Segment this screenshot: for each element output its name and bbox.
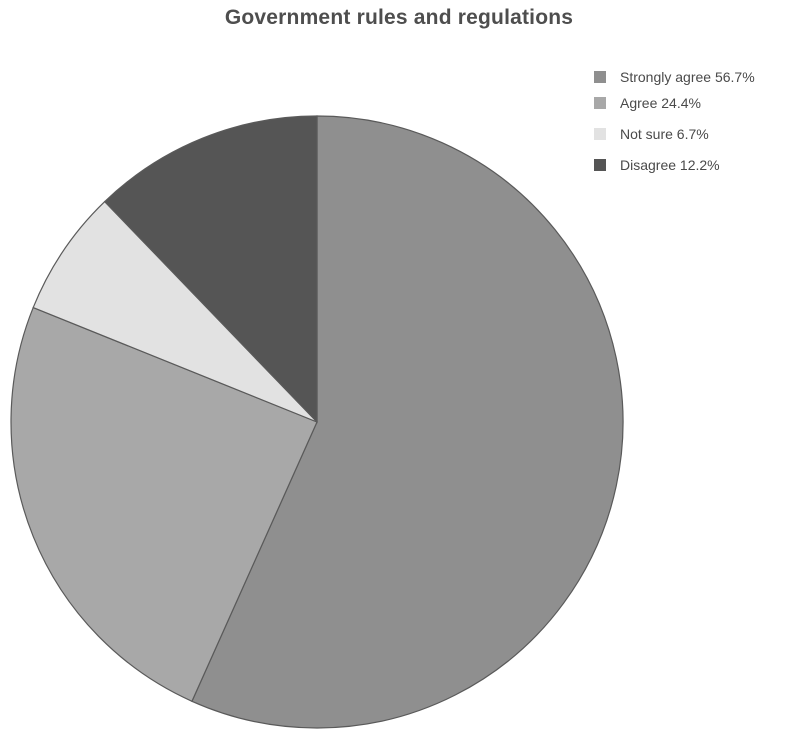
legend: Strongly agree 56.7% Agree 24.4% Not sur… [594,66,794,180]
legend-label-agree: Agree 24.4% [620,95,701,111]
legend-label-strongly-agree: Strongly agree 56.7% [620,69,755,85]
legend-item-strongly-agree: Strongly agree 56.7% [594,66,794,88]
legend-label-not-sure: Not sure 6.7% [620,126,709,142]
chart-title: Government rules and regulations [224,6,574,29]
legend-swatch-disagree [594,159,606,171]
pie-slice-not-sure [32,200,318,423]
pie-slice-disagree [103,115,318,424]
legend-item-disagree: Disagree 12.2% [594,150,794,180]
legend-item-not-sure: Not sure 6.7% [594,118,794,150]
legend-item-agree: Agree 24.4% [594,88,794,118]
pie-slices [10,115,624,729]
legend-label-disagree: Disagree 12.2% [620,157,720,173]
pie-slice-strongly-agree [191,115,624,729]
legend-swatch-agree [594,97,606,109]
legend-swatch-strongly-agree [594,71,606,83]
legend-swatch-not-sure [594,128,606,140]
pie-slice-agree [10,306,318,703]
